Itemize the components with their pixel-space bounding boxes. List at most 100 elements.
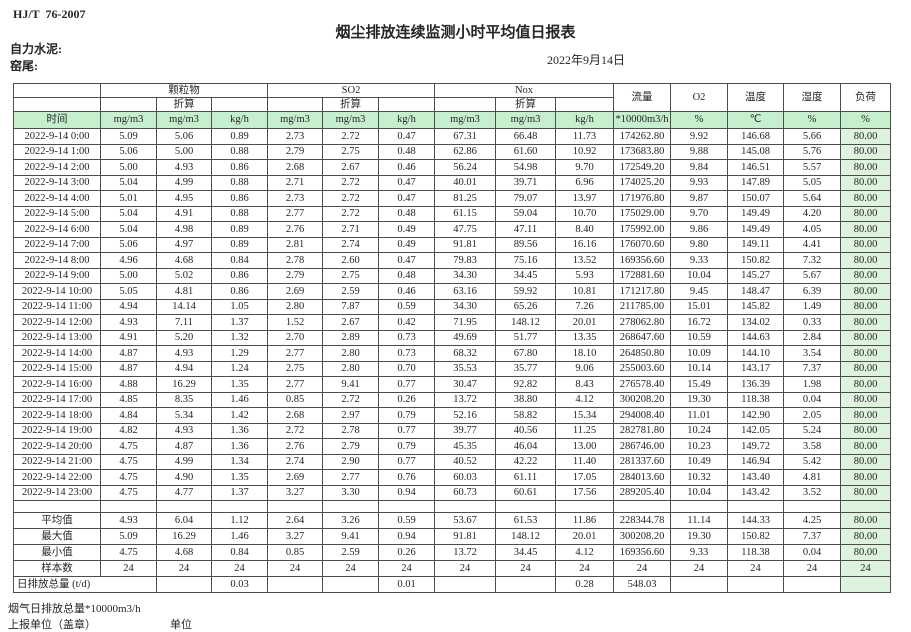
value-cell: 169356.60 (613, 252, 671, 269)
summary-value-cell: 0.59 (378, 512, 435, 529)
value-cell: 2.89 (322, 329, 379, 346)
value-cell: 80.00 (840, 174, 891, 191)
value-cell: 8.40 (555, 221, 614, 238)
value-cell: 11.73 (555, 128, 614, 145)
report-date: 2022年9月14日 (547, 53, 626, 67)
value-cell: 10.23 (670, 438, 728, 455)
value-cell: 0.88 (211, 174, 268, 191)
value-cell: 4.68 (156, 252, 212, 269)
value-cell: 4.90 (156, 469, 212, 486)
table-row: 2022-9-14 0:00 5.09 5.06 0.89 2.73 2.72 0.47 67… (13, 128, 891, 145)
value-cell: 278062.80 (613, 314, 671, 331)
summary-value-cell: 0.04 (783, 544, 841, 561)
time-cell: 2022-9-14 3:00 (13, 174, 101, 191)
value-cell: 18.10 (555, 345, 614, 362)
blank-cell (670, 500, 728, 513)
table-row: 2022-9-14 20:00 4.75 4.87 1.36 2.76 2.79 0.79 4… (13, 438, 891, 455)
pm-converted-header: 折算 (156, 97, 212, 112)
value-cell: 0.89 (211, 128, 268, 145)
value-cell: 17.56 (555, 484, 614, 501)
value-cell: 81.25 (434, 190, 496, 207)
value-cell: 80.00 (840, 128, 891, 145)
blank-cell (211, 97, 268, 112)
value-cell: 47.75 (434, 221, 496, 238)
value-cell: 0.77 (378, 422, 435, 439)
value-cell: 2.78 (322, 422, 379, 439)
summary-value-cell: 0.26 (378, 544, 435, 561)
value-cell: 5.09 (100, 128, 157, 145)
summary-value-cell: 150.82 (727, 528, 784, 545)
summary-value-cell: 9.41 (322, 528, 379, 545)
unit-mgm3: mg/m3 (322, 111, 379, 129)
value-cell: 11.25 (555, 422, 614, 439)
summary-value-cell: 24 (434, 560, 496, 577)
value-cell: 5.02 (156, 267, 212, 284)
value-cell: 79.07 (495, 190, 556, 207)
table-row: 2022-9-14 8:00 4.96 4.68 0.84 2.78 2.60 0.47 79… (13, 252, 891, 269)
value-cell: 150.82 (727, 252, 784, 269)
value-cell: 80.00 (840, 283, 891, 300)
value-cell: 2.75 (267, 360, 323, 377)
blank-cell (613, 500, 671, 513)
summary-value-cell: 80.00 (840, 512, 891, 529)
daily-total-row: 日排放总量 (t/d) 0.03 0.01 0.28 548.03 (13, 576, 891, 593)
value-cell: 75.16 (495, 252, 556, 269)
table-row: 2022-9-14 14:00 4.87 4.93 1.29 2.77 2.80 0.73 6… (13, 345, 891, 362)
value-cell: 7.37 (783, 360, 841, 377)
value-cell: 89.56 (495, 236, 556, 253)
value-cell: 143.40 (727, 469, 784, 486)
value-cell: 2.77 (267, 376, 323, 393)
value-cell: 59.04 (495, 205, 556, 222)
daily-total-value-cell (156, 576, 212, 593)
daily-total-value-cell: 0.03 (211, 576, 268, 593)
value-cell: 80.00 (840, 221, 891, 238)
unit-mgm3: mg/m3 (495, 111, 556, 129)
value-cell: 0.73 (378, 345, 435, 362)
value-cell: 2.69 (267, 469, 323, 486)
value-cell: 2.84 (783, 329, 841, 346)
value-cell: 2.69 (267, 283, 323, 300)
time-cell: 2022-9-14 12:00 (13, 314, 101, 331)
value-cell: 13.72 (434, 391, 496, 408)
value-cell: 39.71 (495, 174, 556, 191)
value-cell: 9.41 (322, 376, 379, 393)
value-cell: 0.33 (783, 314, 841, 331)
value-cell: 5.05 (100, 283, 157, 300)
value-cell: 2.72 (322, 190, 379, 207)
summary-value-cell: 24 (100, 560, 157, 577)
summary-value-cell: 20.01 (555, 528, 614, 545)
value-cell: 4.94 (100, 298, 157, 315)
value-cell: 4.93 (100, 314, 157, 331)
summary-value-cell: 16.29 (156, 528, 212, 545)
value-cell: 20.01 (555, 314, 614, 331)
value-cell: 0.79 (378, 407, 435, 424)
table-row: 2022-9-14 9:00 5.00 5.02 0.86 2.79 2.75 0.48 34… (13, 267, 891, 284)
value-cell: 4.99 (156, 174, 212, 191)
value-cell: 4.75 (100, 484, 157, 501)
time-cell: 2022-9-14 5:00 (13, 205, 101, 222)
unit-mgm3: mg/m3 (434, 111, 496, 129)
value-cell: 3.27 (267, 484, 323, 501)
value-cell: 0.49 (378, 236, 435, 253)
summary-value-cell: 0.85 (267, 544, 323, 561)
value-cell: 42.22 (495, 453, 556, 470)
value-cell: 149.49 (727, 205, 784, 222)
summary-value-cell: 1.12 (211, 512, 268, 529)
summary-value-cell: 24 (555, 560, 614, 577)
value-cell: 118.38 (727, 391, 784, 408)
summary-value-cell: 80.00 (840, 544, 891, 561)
value-cell: 10.59 (670, 329, 728, 346)
value-cell: 16.16 (555, 236, 614, 253)
value-cell: 4.93 (156, 422, 212, 439)
blank-cell (434, 500, 496, 513)
value-cell: 65.26 (495, 298, 556, 315)
value-cell: 146.51 (727, 159, 784, 176)
value-cell: 4.87 (100, 360, 157, 377)
value-cell: 80.00 (840, 190, 891, 207)
value-cell: 35.77 (495, 360, 556, 377)
value-cell: 3.52 (783, 484, 841, 501)
value-cell: 34.45 (495, 267, 556, 284)
value-cell: 0.94 (378, 484, 435, 501)
value-cell: 4.94 (156, 360, 212, 377)
value-cell: 2.74 (322, 236, 379, 253)
